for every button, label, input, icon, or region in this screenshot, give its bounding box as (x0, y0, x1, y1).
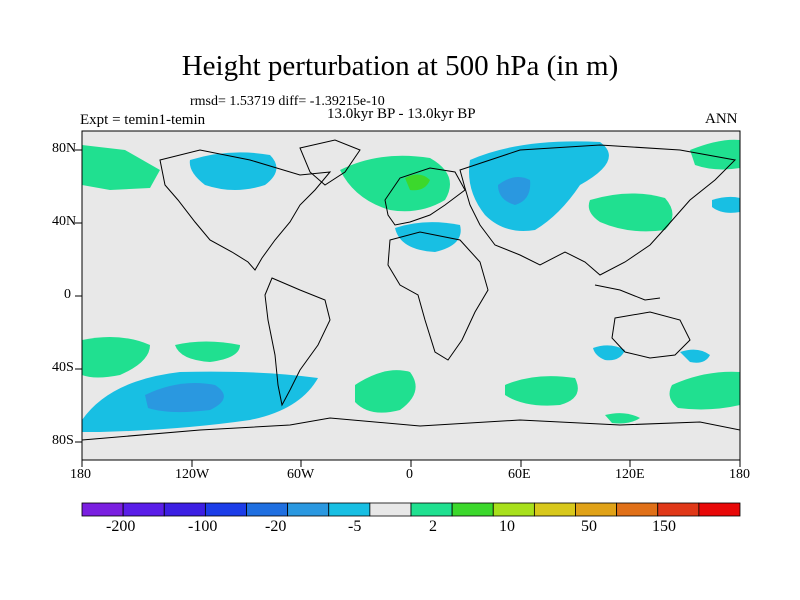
map-title: Height perturbation at 500 hPa (in m) (181, 50, 619, 82)
contour-green2-europe (405, 174, 430, 191)
contour-green-sorc (605, 413, 640, 424)
colorbar-swatch (287, 502, 330, 517)
coast-indonesia (594, 284, 661, 301)
contour-blue-med (395, 222, 461, 252)
lon-label-60e: 60E (508, 467, 531, 482)
colorbar-swatch (328, 502, 371, 517)
contour-green-ne (690, 139, 740, 170)
colorbar-swatch (492, 502, 535, 517)
lon-label-180w: 180 (70, 467, 91, 482)
colorbar-swatch (204, 502, 247, 517)
coast-africa (387, 231, 489, 361)
coast-north-america (159, 149, 332, 271)
coastlines (82, 139, 740, 441)
contour-green-nw (82, 145, 160, 190)
lat-label-40s: 40S (52, 360, 74, 375)
coast-antarctica (82, 417, 740, 441)
colorbar-swatch (533, 502, 576, 517)
coast-europe (384, 167, 466, 226)
axis-ticks (75, 149, 741, 467)
contour-blue-nz (680, 349, 710, 363)
contour-blue-ne (712, 196, 740, 213)
coast-south-america (264, 277, 331, 407)
lon-label-180e: 180 (729, 467, 750, 482)
lon-label-120e: 120E (615, 467, 645, 482)
colorbar-label: 150 (652, 518, 676, 535)
contour-green-se (669, 371, 740, 410)
colorbar-label: -5 (348, 518, 362, 535)
colorbar-swatch (163, 502, 206, 517)
lon-label-60w: 60W (287, 467, 315, 482)
rmsd-diff-stats: rmsd= 1.53719 diff= -1.39215e-10 (190, 94, 385, 109)
coast-greenland (299, 139, 361, 186)
lat-label-80n: 80N (52, 141, 77, 156)
colorbar-label: 2 (429, 518, 437, 535)
contour-green-satl (355, 370, 416, 413)
lon-label-0: 0 (406, 467, 413, 482)
colorbar-swatch (575, 502, 618, 517)
colorbar-swatch (246, 502, 289, 517)
period-label: 13.0kyr BP - 13.0kyr BP (327, 106, 476, 122)
colorbar-swatch (122, 502, 165, 517)
contour-green-spac (175, 341, 240, 362)
colorbar-swatch (81, 502, 124, 517)
contour-green-sind (505, 376, 578, 406)
contour-green-europe (340, 155, 450, 212)
colorbar (81, 502, 741, 517)
colorbar-label: -200 (106, 518, 136, 535)
lat-label-0: 0 (64, 287, 71, 302)
colorbar-swatch (657, 502, 700, 517)
experiment-label: Expt = temin1-temin (80, 112, 206, 128)
colorbar-label: -20 (265, 518, 287, 535)
colorbar-swatch (410, 502, 453, 517)
colorbar-label: -100 (188, 518, 218, 535)
contour-blue2-siberia (498, 176, 531, 205)
lat-label-80s: 80S (52, 433, 74, 448)
lon-label-120w: 120W (175, 467, 210, 482)
contour-green-sw (82, 336, 150, 378)
colorbar-label: 50 (581, 518, 597, 535)
contour-green-asia (588, 193, 673, 232)
colorbar-label: 10 (499, 518, 515, 535)
colorbar-swatch (369, 502, 412, 517)
coast-asia (459, 144, 737, 276)
contour-blue2-spac (145, 382, 224, 413)
lat-label-40n: 40N (52, 214, 77, 229)
colorbar-swatch (451, 502, 494, 517)
contour-blue-aus (593, 345, 625, 361)
colorbar-swatch (616, 502, 659, 517)
contour-blue-siberia (469, 141, 609, 231)
contour-fills (82, 139, 740, 432)
season-label: ANN (705, 111, 738, 127)
colorbar-swatch (698, 502, 741, 517)
coast-australia (611, 311, 691, 359)
